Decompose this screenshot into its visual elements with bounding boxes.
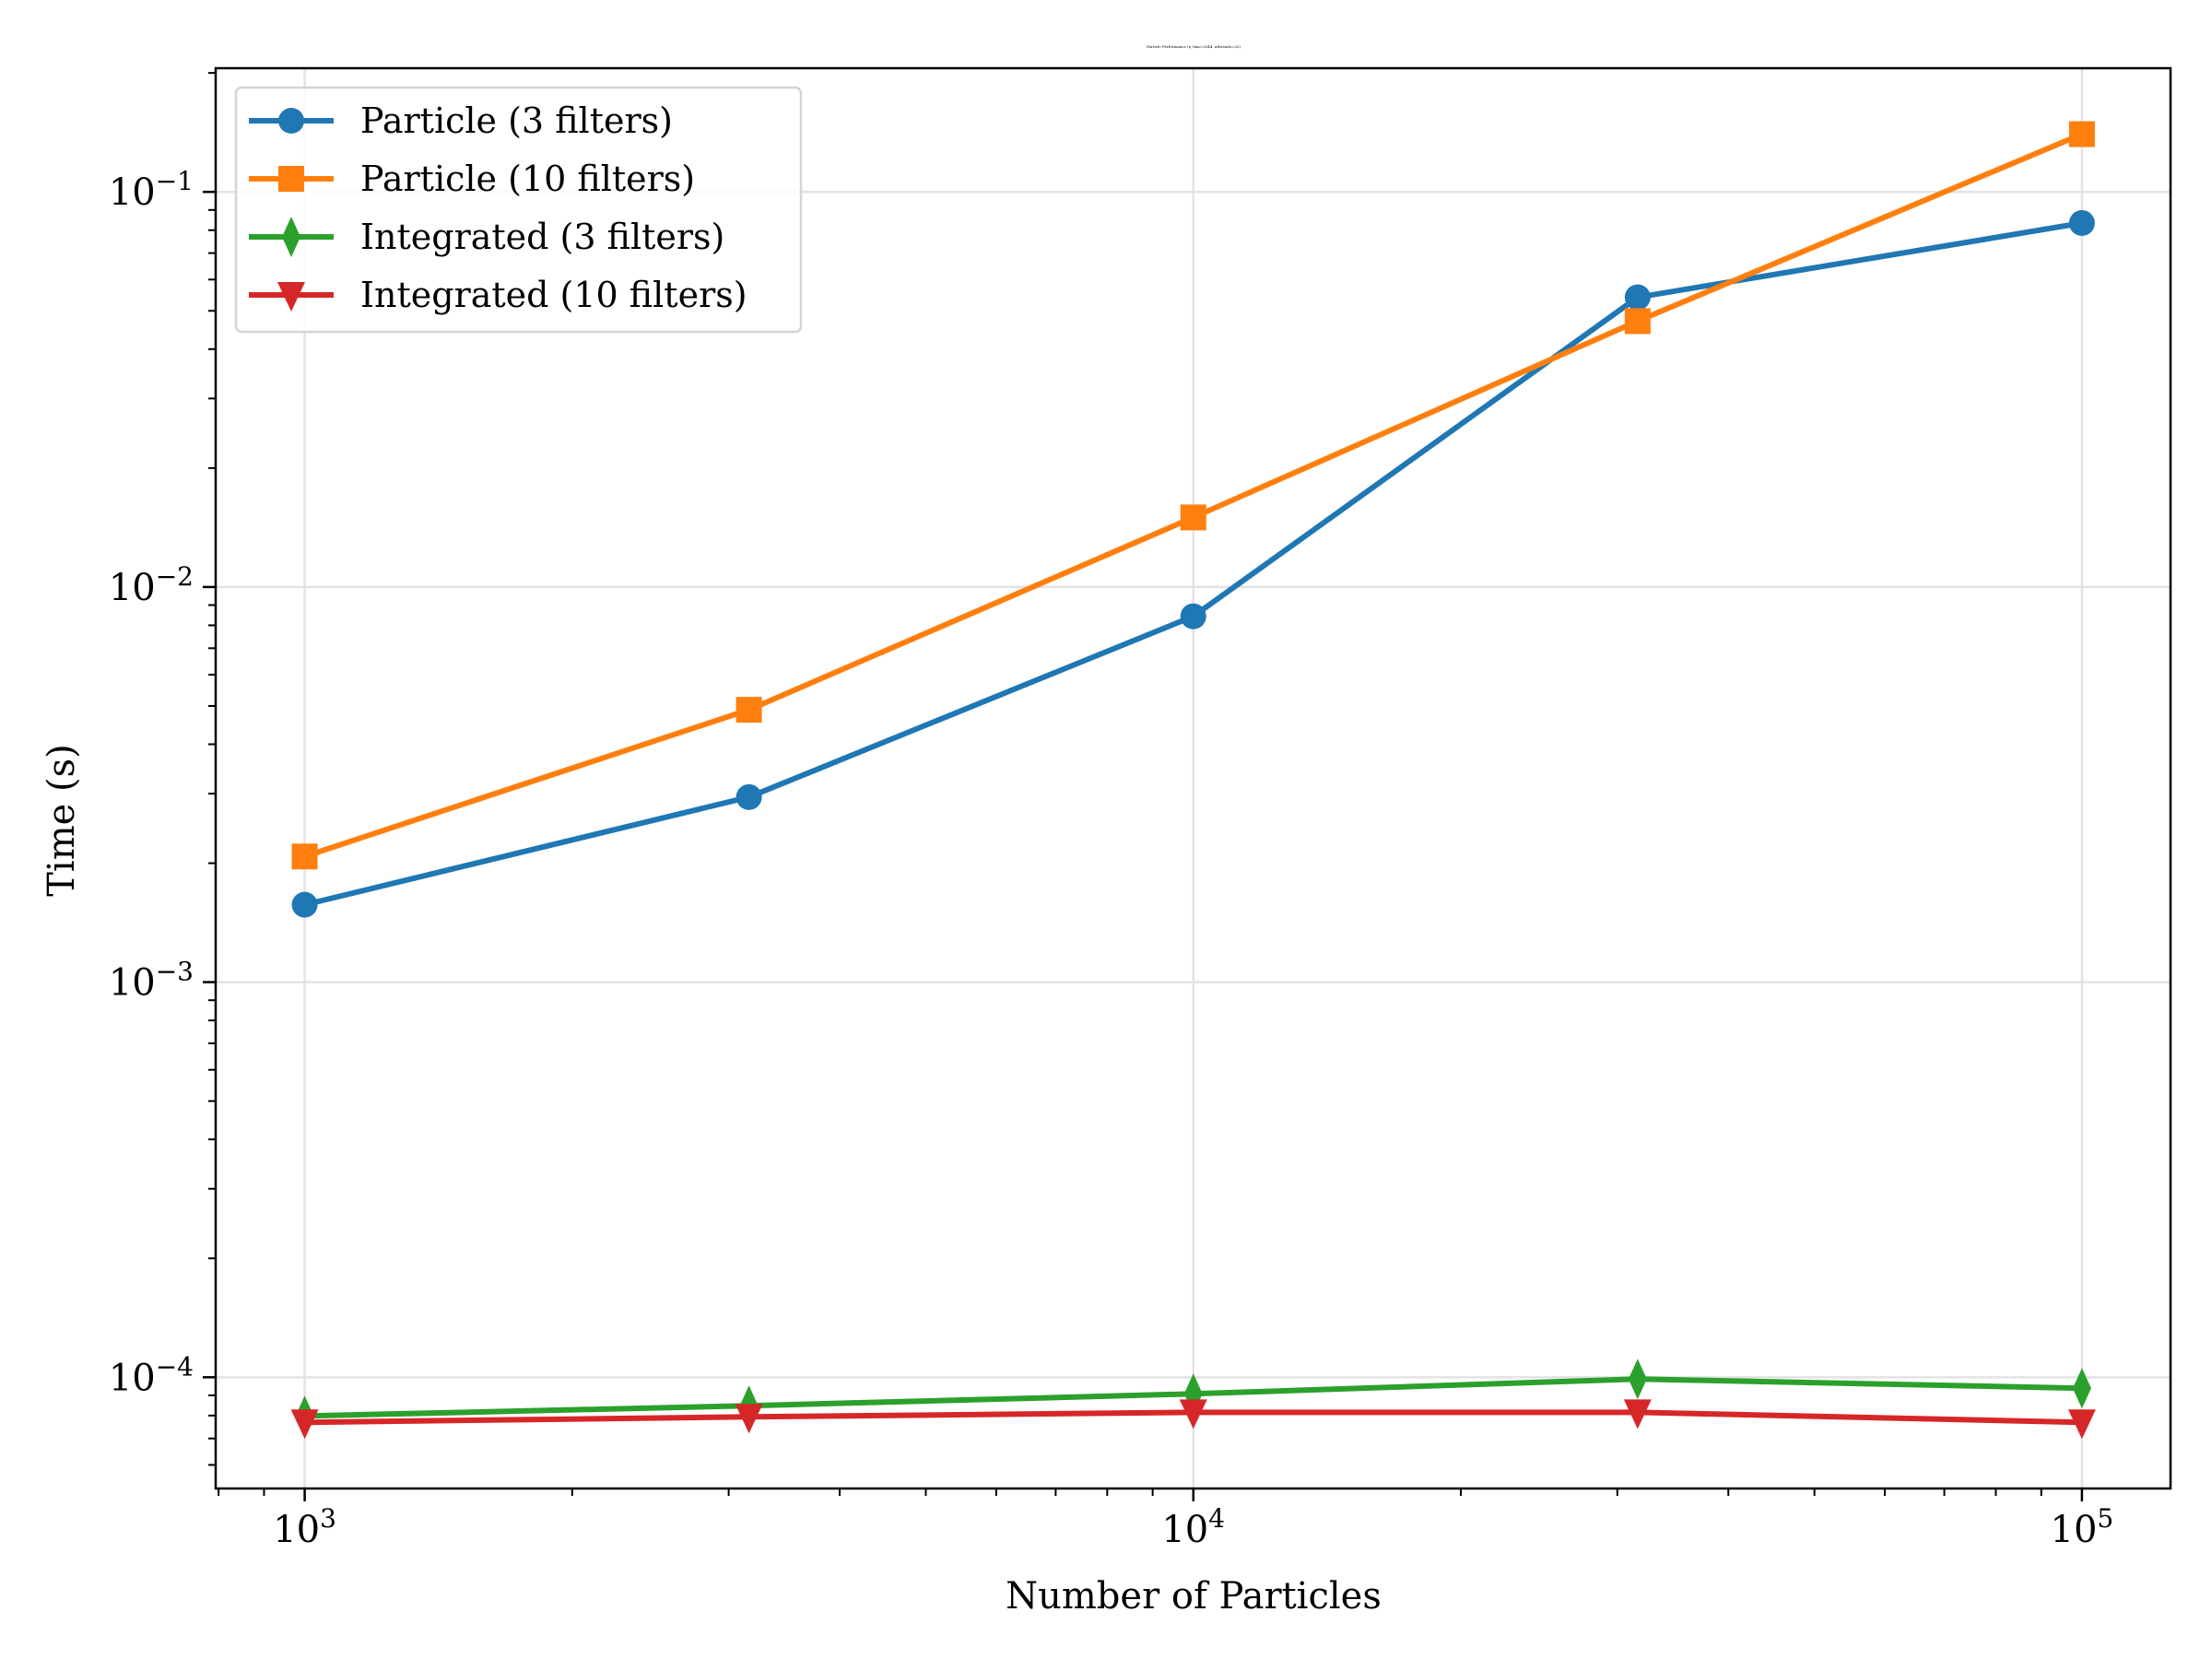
- triangle-down-marker: [277, 282, 305, 312]
- circle-marker: [1180, 603, 1206, 629]
- legend-item: Particle (10 filters): [249, 159, 695, 199]
- ticks: 103 104 105 10−1 10−2 10−3 10−4: [109, 72, 2114, 1551]
- series-particle-3-filters: [291, 209, 2095, 918]
- legend-label: Particle (10 filters): [360, 159, 695, 199]
- y-tick-label: 10−1: [109, 166, 194, 214]
- triangle-down-marker: [735, 1404, 763, 1434]
- x-tick-label: 103: [273, 1503, 336, 1551]
- y-tick-label: 10−2: [109, 561, 194, 609]
- legend-item: Particle (3 filters): [249, 100, 673, 141]
- series-integrated-10-filters: [290, 1399, 2096, 1440]
- series-layer: [290, 121, 2096, 1440]
- diamond-marker: [1628, 1359, 1647, 1400]
- y-tick-label: 10−3: [109, 957, 194, 1005]
- circle-marker: [278, 108, 304, 134]
- diamond-marker: [282, 217, 300, 257]
- circle-marker: [2068, 209, 2095, 236]
- legend-item: Integrated (10 filters): [249, 275, 747, 315]
- diamond-marker: [2072, 1368, 2091, 1409]
- x-tick-label: 105: [2051, 1503, 2114, 1551]
- x-tick-label: 104: [1161, 1503, 1225, 1551]
- square-marker: [2068, 121, 2095, 147]
- circle-marker: [291, 891, 318, 918]
- triangle-down-marker: [1623, 1399, 1652, 1430]
- square-marker: [1624, 308, 1651, 335]
- legend-box: [234, 86, 803, 334]
- square-marker: [735, 697, 762, 724]
- legend: Particle (3 filters) Particle (10 filters…: [234, 86, 803, 334]
- x-axis-label: Number of Particles: [1006, 1575, 1382, 1618]
- square-marker: [291, 843, 318, 870]
- square-marker: [1180, 504, 1206, 531]
- y-axis-label: Time (s): [41, 744, 83, 897]
- legend-label: Integrated (3 filters): [360, 217, 724, 257]
- legend-label: Integrated (10 filters): [360, 275, 747, 315]
- y-tick-label: 10−4: [109, 1351, 194, 1399]
- legend-label: Particle (3 filters): [360, 100, 673, 141]
- circle-marker: [1624, 284, 1651, 311]
- chart-title: Particle Performance (n_lam=2044, nthrea…: [1147, 44, 1241, 49]
- series-particle-10-filters: [291, 121, 2095, 870]
- triangle-down-marker: [2067, 1409, 2096, 1440]
- circle-marker: [735, 783, 762, 810]
- triangle-down-marker: [290, 1409, 319, 1440]
- square-marker: [278, 166, 304, 192]
- legend-item: Integrated (3 filters): [249, 217, 724, 257]
- triangle-down-marker: [1179, 1399, 1207, 1430]
